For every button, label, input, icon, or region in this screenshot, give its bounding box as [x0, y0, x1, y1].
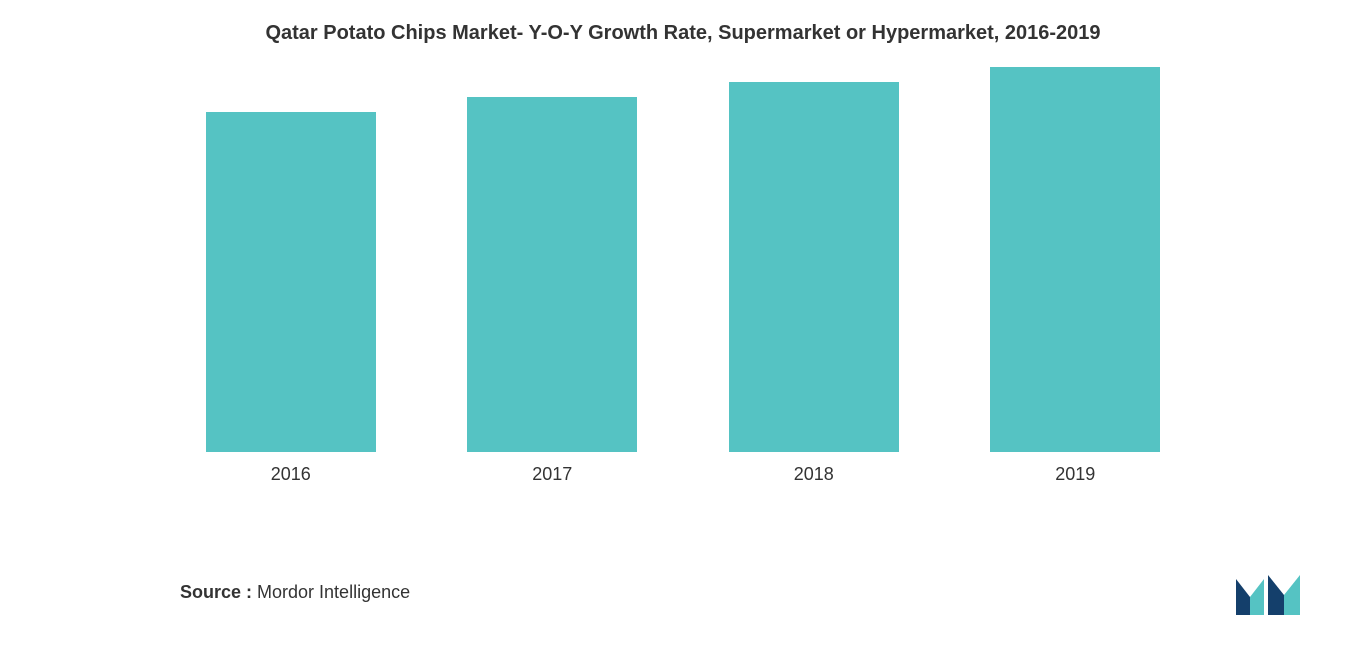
bars-container: 2016 2017 2018 2019 [160, 85, 1206, 485]
bar-2017 [467, 97, 637, 452]
bar-label-2016: 2016 [271, 464, 311, 485]
bar-group-2018: 2018 [729, 82, 899, 485]
bar-2018 [729, 82, 899, 452]
bar-label-2019: 2019 [1055, 464, 1095, 485]
bar-label-2017: 2017 [532, 464, 572, 485]
bar-group-2019: 2019 [990, 67, 1160, 485]
mordor-logo [1236, 567, 1306, 615]
source-value: Mordor Intelligence [252, 582, 410, 602]
source-line: Source : Mordor Intelligence [180, 582, 410, 603]
bar-group-2016: 2016 [206, 112, 376, 485]
chart-area: 2016 2017 2018 2019 [160, 85, 1206, 505]
bar-label-2018: 2018 [794, 464, 834, 485]
bar-2016 [206, 112, 376, 452]
bar-group-2017: 2017 [467, 97, 637, 485]
bar-2019 [990, 67, 1160, 452]
source-label: Source : [180, 582, 252, 602]
chart-title: Qatar Potato Chips Market- Y-O-Y Growth … [0, 0, 1366, 45]
